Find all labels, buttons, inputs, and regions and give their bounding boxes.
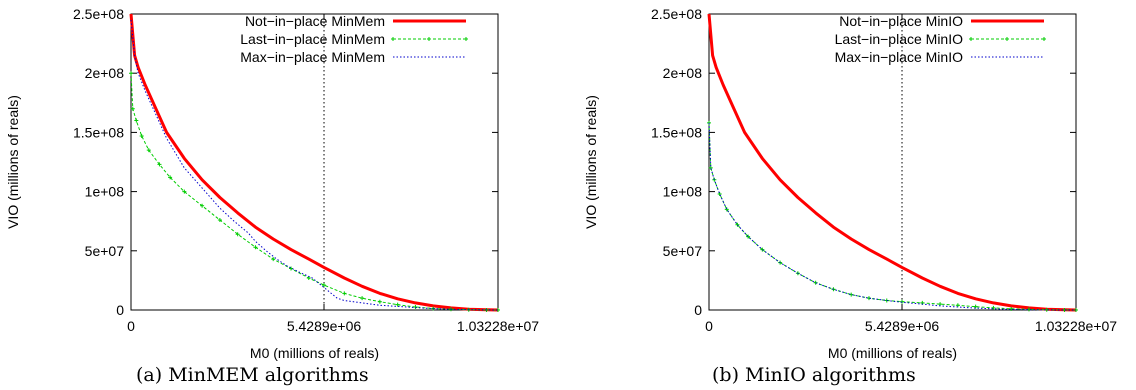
series-point xyxy=(735,222,740,227)
series-point xyxy=(991,305,996,310)
legend-swatch-point xyxy=(391,37,395,41)
series-point xyxy=(322,283,327,288)
y-tick-label: 5e+07 xyxy=(85,243,125,259)
legend: Not−in−place MinMem Last−in−place MinMem M… xyxy=(240,13,468,65)
x-tick-label: 1.03228e+07 xyxy=(457,318,539,334)
plot-frame xyxy=(708,13,1077,311)
series-point xyxy=(134,118,139,123)
legend-label: Max−in−place MinIO xyxy=(835,49,964,65)
series-point xyxy=(271,257,276,262)
legend-swatch-point xyxy=(969,37,973,41)
series-point xyxy=(168,175,173,180)
legend: Not−in−place MinIO Last−in−place MinIO Max… xyxy=(835,13,1046,65)
y-tick-label: 0 xyxy=(694,302,702,318)
series-group xyxy=(707,13,1078,312)
y-axis-label: VIO (millions of reals) xyxy=(583,95,599,229)
series-point xyxy=(157,162,162,167)
legend-label: Last−in−place MinMem xyxy=(240,31,385,47)
y-tick-label: 2e+08 xyxy=(663,65,703,81)
series-point xyxy=(200,203,205,208)
x-axis-label: M0 (millions of reals) xyxy=(828,345,957,361)
series-line-2 xyxy=(708,122,1077,311)
series-point xyxy=(217,218,222,223)
legend-swatch-point xyxy=(1005,37,1009,41)
series-point xyxy=(746,234,751,239)
legend-swatch-point xyxy=(1042,37,1046,41)
legend-label: Not−in−place MinMem xyxy=(245,13,385,29)
x-tick-label: 0 xyxy=(705,318,713,334)
legend-label: Last−in−place MinIO xyxy=(835,31,964,47)
y-tick-label: 5e+07 xyxy=(663,243,703,259)
series-point xyxy=(360,296,365,301)
figure-caption: (b) MinIO algorithms xyxy=(712,364,916,386)
series-line-1 xyxy=(707,13,1077,312)
series-point xyxy=(235,232,240,237)
plot-frame xyxy=(130,13,499,311)
x-axis-label: M0 (millions of reals) xyxy=(250,345,379,361)
series-point xyxy=(182,189,187,194)
y-tick-label: 2.5e+08 xyxy=(73,6,124,22)
legend-swatch-point xyxy=(427,37,431,41)
series-group xyxy=(129,13,500,312)
series-point xyxy=(129,71,133,76)
y-tick-label: 1e+08 xyxy=(663,184,703,200)
y-tick-label: 1.5e+08 xyxy=(651,124,702,140)
legend-label: Not−in−place MinIO xyxy=(839,13,963,29)
y-tick-label: 1.5e+08 xyxy=(73,124,124,140)
series-line-3 xyxy=(708,122,1076,311)
chart-panel-b: 0 5e+07 1e+08 1.5e+08 2e+08 2.5e+08 0 5.4289e+0… xyxy=(583,6,1117,386)
series-point xyxy=(1009,306,1014,311)
y-tick-label: 2e+08 xyxy=(85,65,125,81)
x-tick-label: 1.03228e+07 xyxy=(1035,318,1117,334)
series-point xyxy=(342,291,347,296)
legend-label: Max−in−place MinMem xyxy=(240,49,385,65)
y-tick-label: 2.5e+08 xyxy=(651,6,702,22)
series-point xyxy=(130,106,135,111)
series-point xyxy=(724,207,729,212)
legend-swatch-point xyxy=(464,37,468,41)
x-tick-label: 5.4289e+06 xyxy=(287,318,362,334)
figure-caption: (a) MinMEM algorithms xyxy=(136,364,369,386)
series-point xyxy=(973,304,978,309)
series-point xyxy=(413,305,418,310)
series-point xyxy=(139,133,144,138)
x-tick-label: 0 xyxy=(127,318,135,334)
y-axis-label: VIO (millions of reals) xyxy=(5,95,21,229)
series-point xyxy=(395,302,400,307)
series-point xyxy=(288,266,293,271)
series-point xyxy=(146,148,151,153)
series-point xyxy=(900,299,905,304)
series-point xyxy=(760,247,765,252)
y-tick-label: 0 xyxy=(116,302,124,318)
series-point xyxy=(377,299,382,304)
x-tick-label: 5.4289e+06 xyxy=(865,318,940,334)
series-point xyxy=(253,245,258,250)
y-tick-label: 1e+08 xyxy=(85,184,125,200)
chart-panel-a: 0 5e+07 1e+08 1.5e+08 2e+08 2.5e+08 0 5.4289e+0… xyxy=(5,6,539,386)
series-line-3 xyxy=(130,19,499,311)
series-line-1 xyxy=(129,13,499,312)
